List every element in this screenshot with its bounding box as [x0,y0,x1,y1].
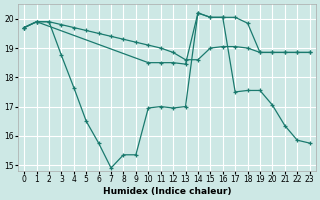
X-axis label: Humidex (Indice chaleur): Humidex (Indice chaleur) [103,187,231,196]
